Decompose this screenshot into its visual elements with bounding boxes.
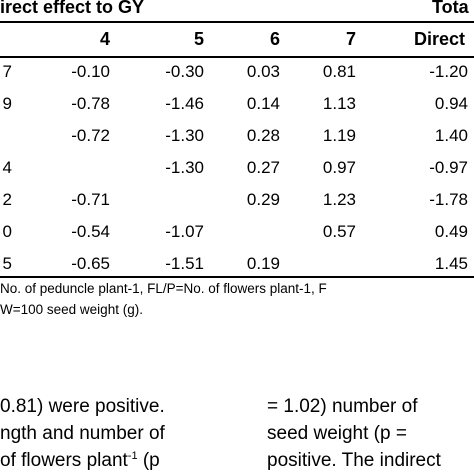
row-stub: 0 xyxy=(2,222,12,241)
table-cell: -0.65 xyxy=(71,254,110,273)
table-group-header-left: irect effect to GY xyxy=(0,0,145,17)
row-stub: 4 xyxy=(2,158,12,177)
prose-left-line-2: ngth and number of xyxy=(0,423,165,444)
column-header-6: 6 xyxy=(269,29,280,49)
row-stub: 7 xyxy=(2,62,12,81)
table-group-header-right: Tota xyxy=(432,0,469,17)
prose-right-line-2: seed weight (p = xyxy=(267,423,407,444)
column-header-5: 5 xyxy=(193,29,204,49)
table-cell: 0.94 xyxy=(434,94,468,113)
prose-right-line-3: positive. The indirect xyxy=(267,450,441,471)
table-cell: 0.49 xyxy=(434,222,468,241)
table-cell: 0.14 xyxy=(246,94,280,113)
table-cell: 1.45 xyxy=(434,254,468,273)
prose-right-line-1: = 1.02) number of xyxy=(267,396,418,417)
table-cell: -0.30 xyxy=(165,62,204,81)
column-header-7: 7 xyxy=(345,29,356,49)
table-footnote-line-1: No. of peduncle plant-1, FL/P=No. of flo… xyxy=(0,281,327,296)
table-cell: -0.71 xyxy=(71,190,110,209)
row-stub: 2 xyxy=(2,190,12,209)
table-cell: -1.07 xyxy=(165,222,204,241)
column-header-4: 4 xyxy=(99,29,110,49)
table-footnote-line-2: W=100 seed weight (g). xyxy=(0,302,143,317)
table-cell: 0.81 xyxy=(322,62,356,81)
row-stub: 5 xyxy=(2,254,12,273)
table-cell: -0.54 xyxy=(71,222,110,241)
table-cell: 0.03 xyxy=(246,62,280,81)
row-stub: 9 xyxy=(2,94,12,113)
table-cell: -1.30 xyxy=(165,126,204,145)
table-cell: -1.51 xyxy=(165,254,204,273)
header-rule-bottom xyxy=(0,56,474,58)
table-cell: -0.72 xyxy=(71,126,110,145)
table-cell: -0.10 xyxy=(71,62,110,81)
header-rule-top xyxy=(0,21,474,23)
table-cell: 0.57 xyxy=(322,222,356,241)
table-cell: -1.20 xyxy=(429,62,468,81)
column-header-direct: Direct xyxy=(414,29,466,49)
table-cell: 0.29 xyxy=(246,190,280,209)
table-cell: 1.13 xyxy=(322,94,356,113)
table-cell: -0.78 xyxy=(71,94,110,113)
table-cell: -0.97 xyxy=(429,158,468,177)
table-cell: 0.28 xyxy=(246,126,280,145)
prose-left-line-3: of flowers plant-1 (p xyxy=(0,450,160,471)
prose-left-line-1: 0.81) were positive. xyxy=(0,396,165,417)
table-rule-bottom xyxy=(0,276,474,278)
superscript: -1 xyxy=(127,450,138,462)
table-cell: 1.19 xyxy=(322,126,356,145)
table-cell: 0.97 xyxy=(322,158,356,177)
table-cell: 1.23 xyxy=(322,190,356,209)
table-cell: -1.30 xyxy=(165,158,204,177)
table-cell: -1.78 xyxy=(429,190,468,209)
table-cell: 1.40 xyxy=(434,126,468,145)
table-cell: -1.46 xyxy=(165,94,204,113)
table-cell: 0.19 xyxy=(246,254,280,273)
table-cell: 0.27 xyxy=(246,158,280,177)
